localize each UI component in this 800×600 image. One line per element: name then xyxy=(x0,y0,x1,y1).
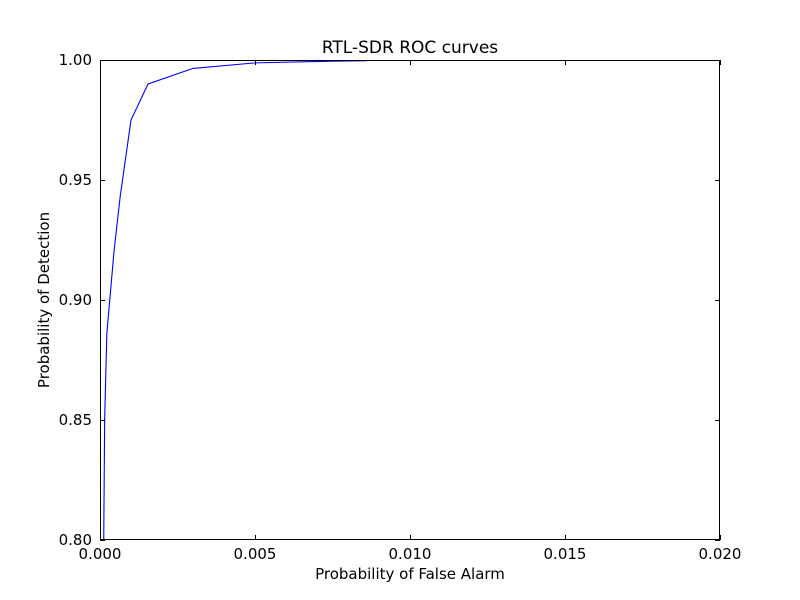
y-axis-label: Probability of Detection xyxy=(35,212,53,388)
y-tick-label: 0.85 xyxy=(59,411,92,429)
y-tick-label: 1.00 xyxy=(59,51,92,69)
y-tick-label: 0.95 xyxy=(59,171,92,189)
x-tick-label: 0.015 xyxy=(544,545,587,563)
series-layer xyxy=(103,60,367,540)
plot-frame xyxy=(100,60,720,540)
x-tick-label: 0.020 xyxy=(699,545,742,563)
x-axis-label: Probability of False Alarm xyxy=(315,565,505,583)
chart-title: RTL-SDR ROC curves xyxy=(322,38,498,58)
series-line-0 xyxy=(103,60,367,540)
y-tick-label: 0.80 xyxy=(59,531,92,549)
ticks-layer: 0.000 0.005 0.010 0.015 0.020 0.80 0.85 0.90 0.9… xyxy=(59,51,742,563)
y-tick-label: 0.90 xyxy=(59,291,92,309)
x-tick-label: 0.000 xyxy=(79,545,122,563)
plot-area: 0.000 0.005 0.010 0.015 0.020 0.80 0.85 0.90 0.9… xyxy=(59,51,742,563)
x-tick-label: 0.010 xyxy=(389,545,432,563)
x-tick-label: 0.005 xyxy=(234,545,277,563)
